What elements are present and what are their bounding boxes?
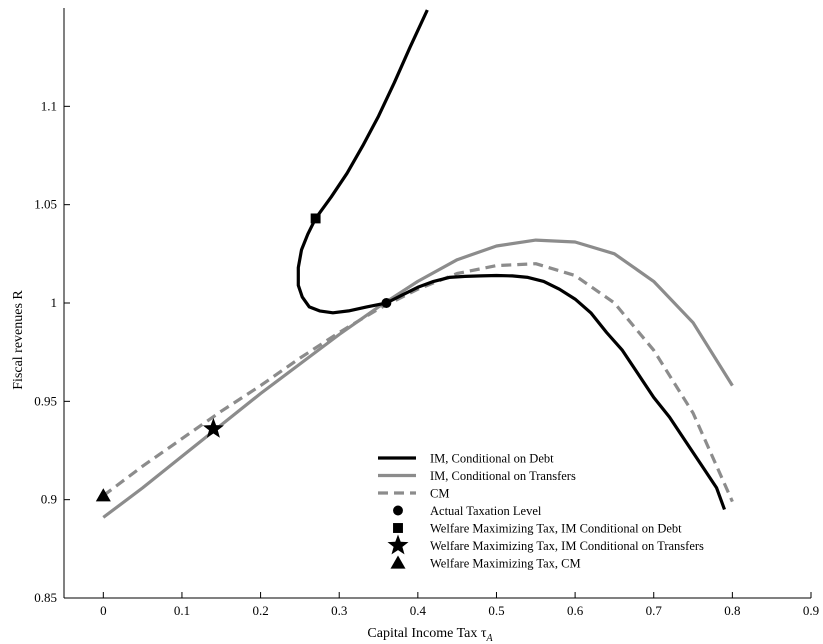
marker-layer <box>95 213 392 502</box>
legend-label: IM, Conditional on Transfers <box>430 469 576 483</box>
x-tick-label: 0 <box>100 603 107 618</box>
marker-circle <box>381 298 392 308</box>
legend-label: Welfare Maximizing Tax, CM <box>430 557 581 571</box>
legend-marker-square <box>393 523 403 533</box>
x-tick-label: 0.5 <box>488 603 504 618</box>
legend-label: IM, Conditional on Debt <box>430 452 554 466</box>
legend-label: Welfare Maximizing Tax, IM Conditional o… <box>430 522 682 536</box>
marker-square <box>310 213 321 224</box>
legend-label: CM <box>430 487 449 501</box>
marker-star <box>202 417 224 438</box>
y-tick-label: 0.9 <box>41 492 57 507</box>
x-axis-label-subscript: A <box>485 633 493 644</box>
x-tick-label: 0.2 <box>252 603 268 618</box>
marker-triangle <box>95 488 111 502</box>
legend-marker-triangle <box>390 555 406 569</box>
x-tick-label: 0.8 <box>724 603 740 618</box>
series-line-cm <box>102 262 734 503</box>
legend: IM, Conditional on Debt IM, Conditional o… <box>378 452 704 571</box>
series-layer <box>102 9 734 519</box>
x-axis-label: Capital Income Tax τA <box>367 626 493 644</box>
y-tick-label: 0.95 <box>34 393 57 408</box>
legend-label: Welfare Maximizing Tax, IM Conditional o… <box>430 539 704 553</box>
y-tick-label: 0.85 <box>34 590 57 605</box>
x-tick-label: 0.4 <box>410 603 427 618</box>
y-tick-label: 1.1 <box>41 98 57 113</box>
y-tick-label: 1.05 <box>34 197 57 212</box>
legend-marker-circle <box>393 505 403 516</box>
series-line-im-conditional-on-debt <box>296 9 727 511</box>
x-tick-label: 0.3 <box>331 603 347 618</box>
legend-label: Actual Taxation Level <box>430 504 542 518</box>
axes: 0 0.1 0.2 0.3 0.4 0.5 0.6 0.7 0.8 0.9 0.85 0.9 0.95 1… <box>34 8 819 618</box>
y-tick-label: 1 <box>51 295 58 310</box>
y-axis-label: Fiscal revenues R <box>11 290 26 390</box>
series-line-im-conditional-on-transfers <box>102 238 734 519</box>
x-tick-label: 0.9 <box>803 603 819 618</box>
x-tick-label: 0.6 <box>567 603 584 618</box>
x-tick-label: 0.7 <box>646 603 663 618</box>
x-tick-label: 0.1 <box>174 603 190 618</box>
legend-marker-star <box>387 534 409 555</box>
